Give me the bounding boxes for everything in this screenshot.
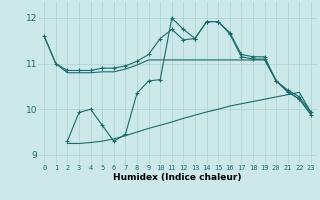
X-axis label: Humidex (Indice chaleur): Humidex (Indice chaleur) <box>113 173 242 182</box>
